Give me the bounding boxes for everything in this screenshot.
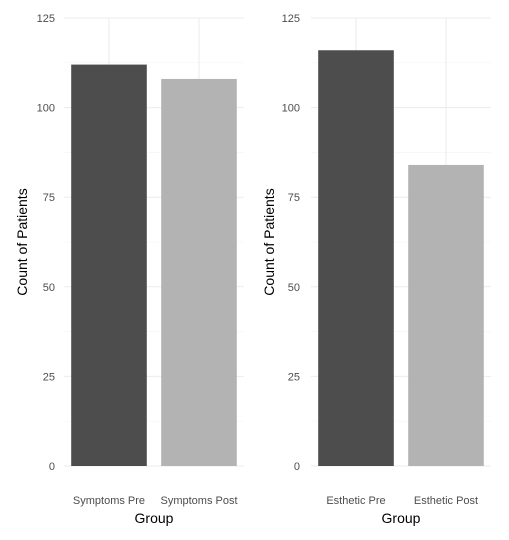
x-axis-title: Group	[135, 510, 174, 526]
chart-panel-2: 0 25 50 75 100 125 Esthetic Pre Esthetic Post Gr…	[261, 13, 491, 526]
bar-esthetic-pre	[318, 50, 394, 466]
bar-symptoms-post	[161, 78, 237, 466]
y-tick-label: 0	[49, 461, 55, 473]
bar-symptoms-pre	[71, 64, 147, 466]
chart-panel-1: 0 25 50 75 100 125 Symptoms Pre Symptoms Post Gr…	[14, 13, 244, 526]
x-tick-label: Esthetic Pre	[326, 495, 385, 507]
y-tick-label: 75	[288, 192, 300, 204]
y-tick-label: 50	[288, 282, 300, 294]
y-tick-label: 125	[37, 13, 55, 25]
x-axis-title: Group	[382, 510, 421, 526]
x-tick-label: Symptoms Pre	[73, 495, 145, 507]
y-axis-title: Count of Patients	[14, 188, 30, 295]
y-tick-label: 125	[282, 13, 300, 25]
y-tick-label: 25	[43, 371, 55, 383]
y-tick-label: 25	[288, 371, 300, 383]
y-tick-label: 50	[43, 282, 55, 294]
x-tick-label: Esthetic Post	[414, 495, 478, 507]
x-tick-label: Symptoms Post	[160, 495, 237, 507]
y-tick-label: 0	[294, 461, 300, 473]
y-tick-label: 100	[282, 103, 300, 115]
y-tick-label: 75	[43, 192, 55, 204]
y-tick-label: 100	[37, 103, 55, 115]
y-axis-title: Count of Patients	[261, 188, 277, 295]
bar-esthetic-post	[408, 164, 484, 466]
